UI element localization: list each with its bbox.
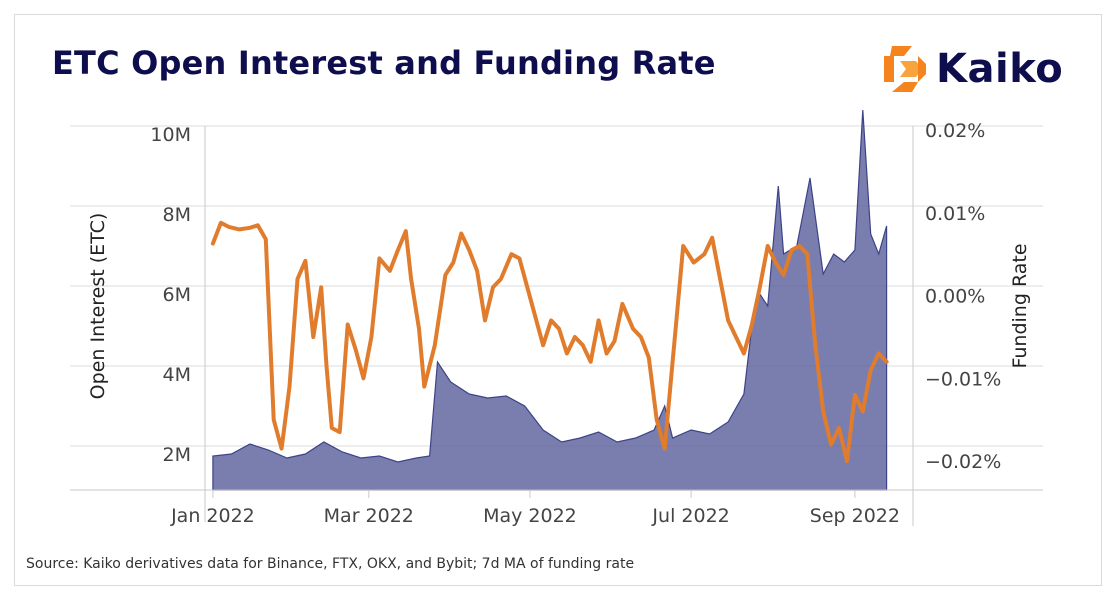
x-tick-label: Jul 2022 [651,505,729,527]
kaiko-diamond-logo-icon [884,46,926,92]
y-right-tick-label: 0.02% [925,120,985,142]
x-tick-label: Sep 2022 [810,505,900,527]
y-left-tick-label: 8M [163,204,191,226]
chart-card [14,14,1102,586]
y-left-tick-label: 10M [150,124,191,146]
chart-title: ETC Open Interest and Funding Rate [52,44,716,82]
open-interest-area [212,109,888,491]
y-right-tick-label: −0.02% [925,451,1001,473]
x-tick-label: May 2022 [483,505,577,527]
source-note: Source: Kaiko derivatives data for Binan… [26,556,635,572]
y-right-tick-label: 0.00% [925,286,985,308]
logo-text: Kaiko [936,46,1064,92]
y-left-axis-title: Open Interest (ETC) [87,213,109,400]
x-tick-label: Jan 2022 [170,505,255,527]
y-left-tick-label: 6M [163,284,191,306]
y-right-tick-label: −0.01% [925,368,1001,390]
y-left-tick-label: 4M [163,364,191,386]
y-left-tick-label: 2M [163,444,191,466]
y-right-axis-title: Funding Rate [1009,243,1031,368]
y-right-tick-label: 0.01% [925,203,985,225]
funding-rate-line [210,220,889,463]
x-tick-label: Mar 2022 [324,505,414,527]
kaiko-logo: Kaiko [878,44,1063,94]
